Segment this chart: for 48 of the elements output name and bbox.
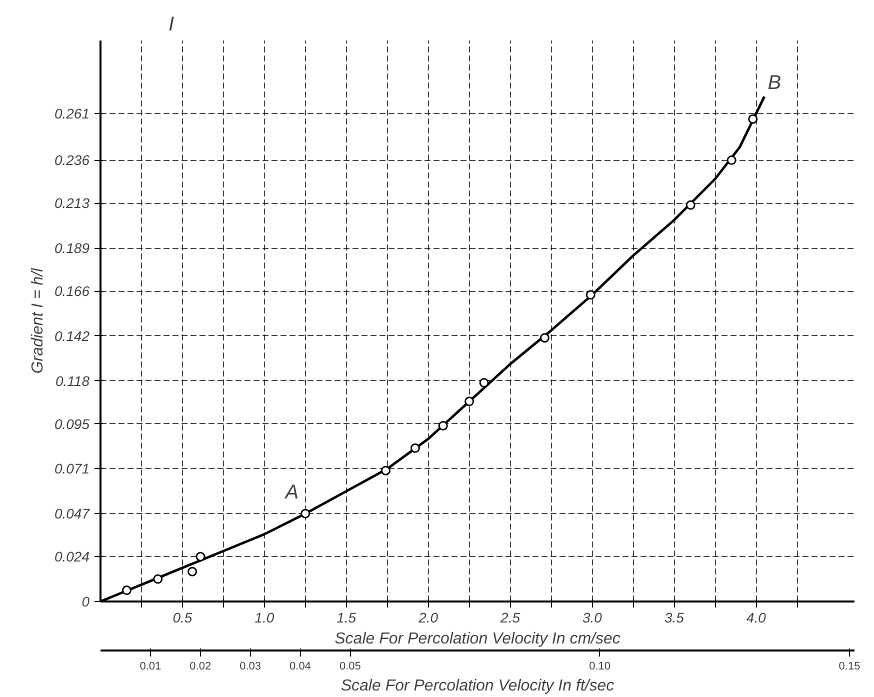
point bbox=[153, 574, 163, 584]
text: I bbox=[168, 14, 174, 36]
y-axis-title: Gradient I = h/l bbox=[29, 268, 46, 374]
y-tick-label: 0.261 bbox=[54, 105, 90, 122]
point bbox=[380, 466, 390, 476]
y-tick-label: 0.024 bbox=[54, 548, 90, 565]
x-axis-title: Scale For Percolation Velocity In cm/sec bbox=[334, 630, 620, 648]
annotation: B bbox=[768, 72, 782, 94]
point bbox=[410, 443, 420, 453]
point bbox=[438, 420, 448, 430]
x-tick-label: 2.0 bbox=[418, 610, 438, 626]
x-tick-label: 3.0 bbox=[582, 610, 602, 626]
point bbox=[122, 586, 132, 596]
x2-tick-label: 0.10 bbox=[589, 660, 611, 672]
x2-tick-label: 0.15 bbox=[838, 660, 860, 672]
point bbox=[479, 378, 489, 388]
point bbox=[586, 290, 596, 300]
y-tick-label: 0 bbox=[82, 594, 90, 610]
x-tick-label: 2.5 bbox=[500, 610, 520, 626]
y-tick-label: 0.142 bbox=[54, 328, 90, 344]
point bbox=[748, 114, 758, 124]
y-tick-label: 0.166 bbox=[54, 283, 90, 300]
x-tick-label: 4.0 bbox=[746, 610, 766, 626]
x-tick-label: 1.5 bbox=[336, 610, 356, 626]
y-tick-label: 0.047 bbox=[54, 506, 91, 522]
x2-tick-label: 0.02 bbox=[190, 660, 212, 672]
x2-tick-label: 0.01 bbox=[140, 660, 162, 672]
point bbox=[188, 566, 198, 576]
y-tick-label: 0.189 bbox=[54, 240, 90, 256]
y-tick-label: 0.071 bbox=[54, 460, 90, 477]
annotation: A bbox=[284, 481, 299, 504]
x-tick-label: 0.5 bbox=[172, 610, 192, 626]
y-tick-label: 0.095 bbox=[54, 416, 90, 432]
x-tick-label: 3.5 bbox=[664, 610, 684, 626]
y-tick-label: 0.118 bbox=[56, 372, 90, 389]
y-tick-label: 0.213 bbox=[54, 195, 90, 212]
y-tick-label: 0.236 bbox=[54, 152, 90, 168]
point bbox=[300, 508, 310, 518]
point bbox=[464, 396, 474, 406]
point bbox=[726, 155, 736, 165]
point bbox=[686, 200, 696, 210]
point bbox=[196, 552, 206, 562]
x2-tick-label: 0.04 bbox=[290, 660, 311, 672]
x2-tick-label: 0.05 bbox=[339, 660, 361, 672]
point bbox=[540, 333, 550, 343]
x2-tick-label: 0.03 bbox=[240, 660, 262, 672]
x-tick-label: 1.0 bbox=[254, 610, 274, 626]
x2-axis-title: Scale For Percolation Velocity In ft/sec bbox=[340, 678, 614, 694]
